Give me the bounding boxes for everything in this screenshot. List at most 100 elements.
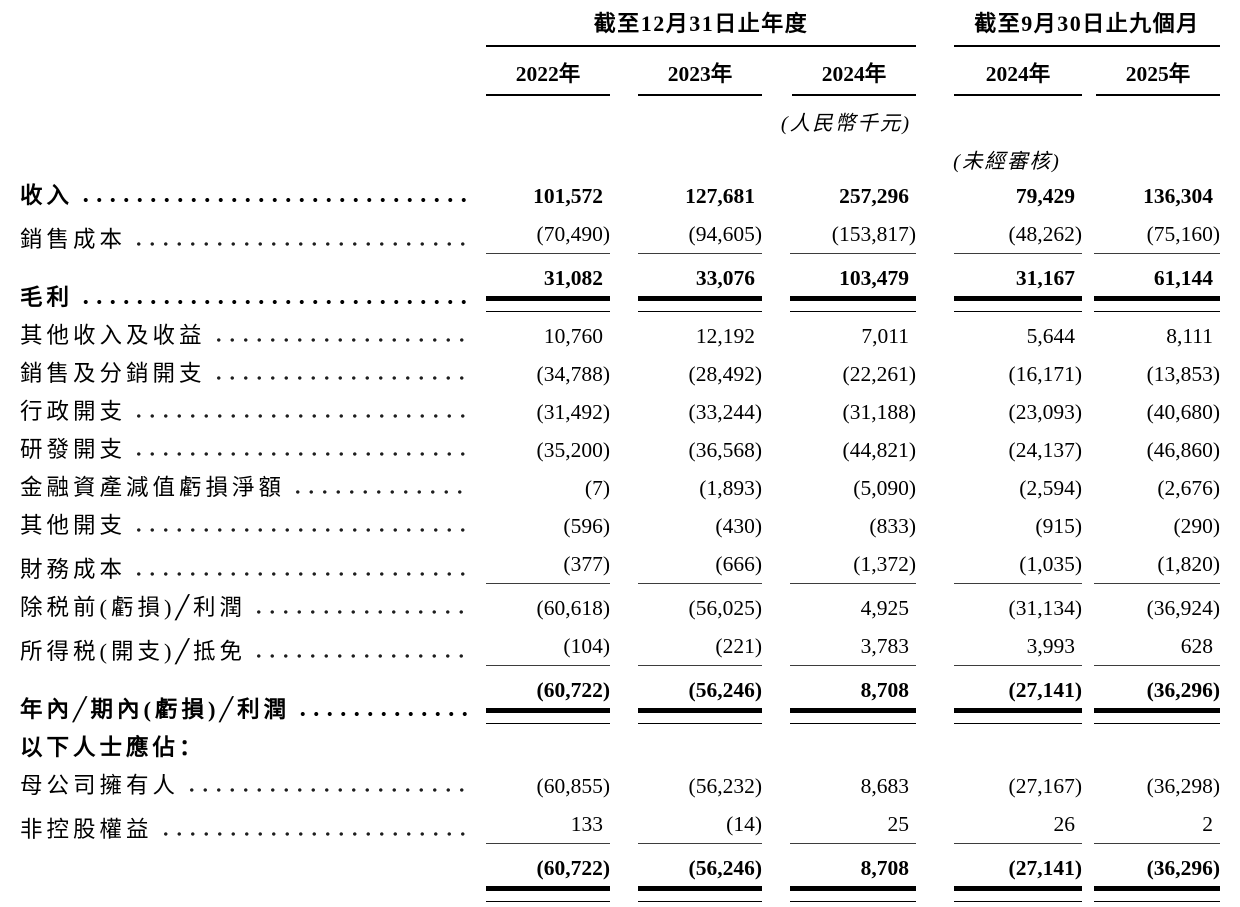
value-cell-9m2025: 8,111 xyxy=(1082,317,1220,355)
value-cell-fy2023: (1,893) xyxy=(610,469,762,507)
value-cell-9m2024: 5,644 xyxy=(916,317,1082,355)
value-cell-fy2024: 257,296 xyxy=(762,177,916,215)
value: (5,090) xyxy=(853,476,916,500)
value: 5,644 xyxy=(1026,324,1075,348)
value-cell-9m2025: (40,680) xyxy=(1082,393,1220,431)
value: 3,783 xyxy=(860,634,909,658)
value-cell-fy2024: 7,011 xyxy=(762,317,916,355)
value: (14) xyxy=(726,812,762,836)
value-cell-9m2025: (1,820) xyxy=(1082,545,1220,589)
year-header-fy2023: 2023年 xyxy=(610,47,762,96)
value-cell-fy2023: (94,605) xyxy=(610,215,762,259)
value: (2,676) xyxy=(1157,476,1221,500)
value-cell-fy2022 xyxy=(472,729,610,767)
value-cell-fy2023 xyxy=(610,729,762,767)
period-group-header-row: 截至12月31日止年度 截至9月30日止九個月 xyxy=(20,6,1221,47)
dot-leader xyxy=(129,241,468,247)
value: 8,708 xyxy=(860,856,909,880)
value-cell-fy2022: (31,492) xyxy=(472,393,610,431)
value: (666) xyxy=(715,552,762,576)
period-group-annual: 截至12月31日止年度 xyxy=(472,6,916,47)
row-label: 毛利 xyxy=(20,285,74,310)
value: (31,134) xyxy=(1008,596,1082,620)
value: (60,855) xyxy=(536,774,610,798)
value-cell-fy2022: (35,200) xyxy=(472,431,610,469)
value-cell-9m2025: 136,304 xyxy=(1082,177,1220,215)
value-cell-9m2024: (2,594) xyxy=(916,469,1082,507)
value-cell-9m2024: (31,134) xyxy=(916,589,1082,627)
value: (1,372) xyxy=(853,552,916,576)
row-label: 母公司擁有人 xyxy=(20,773,180,798)
value: (94,605) xyxy=(688,222,762,246)
value-cell-fy2023: (14) xyxy=(610,805,762,849)
dot-leader xyxy=(288,489,468,495)
row-label: 非控股權益 xyxy=(20,817,153,842)
header-spacer xyxy=(20,47,472,96)
value-cell-fy2022: (596) xyxy=(472,507,610,545)
value: (16,171) xyxy=(1008,362,1082,386)
row-label-cell: 金融資產減值虧損淨額 xyxy=(20,469,472,507)
row-label-cell: 研發開支 xyxy=(20,431,472,469)
value: 61,144 xyxy=(1153,266,1214,290)
value: (1,035) xyxy=(1019,552,1082,576)
period-group-interim: 截至9月30日止九個月 xyxy=(916,6,1221,47)
value: (44,821) xyxy=(842,438,916,462)
row-label-cell: 銷售成本 xyxy=(20,215,472,259)
value: (31,492) xyxy=(536,400,610,424)
value: (27,141) xyxy=(1008,678,1082,702)
value: (833) xyxy=(869,514,916,538)
value-cell-9m2024: (48,262) xyxy=(916,215,1082,259)
value: (24,137) xyxy=(1008,438,1082,462)
value: (1,893) xyxy=(699,476,762,500)
year-header-9m2024: 2024年 xyxy=(916,47,1082,96)
table-row: 研發開支 (35,200) (36,568) (44,821) (24,137) (46,… xyxy=(20,431,1220,469)
value-cell-9m2024: 3,993 xyxy=(916,627,1082,671)
dot-leader xyxy=(293,711,468,717)
value: (377) xyxy=(563,552,610,576)
value-cell-fy2023: (36,568) xyxy=(610,431,762,469)
value-cell-fy2022: 101,572 xyxy=(472,177,610,215)
header-spacer xyxy=(20,6,472,47)
value: 10,760 xyxy=(543,324,603,348)
value-cell-9m2024: 31,167 xyxy=(916,259,1082,317)
value-cell-fy2022: (70,490) xyxy=(472,215,610,259)
table-row: 除税前(虧損)╱利潤 (60,618) (56,025) 4,925 (31,134) (… xyxy=(20,589,1220,627)
value-cell-9m2025: (36,296) xyxy=(1082,849,1220,907)
value: (56,246) xyxy=(688,678,762,702)
row-label-cell xyxy=(20,849,472,907)
row-label-cell: 非控股權益 xyxy=(20,805,472,849)
row-label: 其他收入及收益 xyxy=(20,323,206,348)
value-cell-9m2024: (915) xyxy=(916,507,1082,545)
value-cell-9m2024: (1,035) xyxy=(916,545,1082,589)
dot-leader xyxy=(182,787,468,793)
value: 103,479 xyxy=(839,266,909,290)
row-label: 研發開支 xyxy=(20,437,127,462)
row-label-cell: 母公司擁有人 xyxy=(20,767,472,805)
table-row: 銷售成本 (70,490) (94,605) (153,817) (48,262) (75… xyxy=(20,215,1220,259)
value: (70,490) xyxy=(536,222,610,246)
value: (23,093) xyxy=(1008,400,1082,424)
value-cell-fy2024: (1,372) xyxy=(762,545,916,589)
dot-leader xyxy=(129,571,468,577)
dot-leader xyxy=(76,299,468,305)
value-cell-fy2024: 25 xyxy=(762,805,916,849)
value: 79,429 xyxy=(1015,184,1075,208)
value: (104) xyxy=(563,634,610,658)
value: 257,296 xyxy=(839,184,909,208)
value: 12,192 xyxy=(695,324,755,348)
dot-leader xyxy=(76,197,468,203)
value-cell-fy2024: (31,188) xyxy=(762,393,916,431)
value: 8,708 xyxy=(860,678,909,702)
row-label: 銷售成本 xyxy=(20,227,127,252)
value: (56,246) xyxy=(688,856,762,880)
header-spacer xyxy=(20,137,472,177)
value-cell-9m2025: (13,853) xyxy=(1082,355,1220,393)
value: (36,568) xyxy=(688,438,762,462)
value: 26 xyxy=(1053,812,1076,836)
value: 101,572 xyxy=(533,184,603,208)
value: 31,167 xyxy=(1015,266,1075,290)
value-cell-fy2023: (33,244) xyxy=(610,393,762,431)
row-label: 收入 xyxy=(20,183,74,208)
value: (28,492) xyxy=(688,362,762,386)
row-label: 其他開支 xyxy=(20,513,127,538)
